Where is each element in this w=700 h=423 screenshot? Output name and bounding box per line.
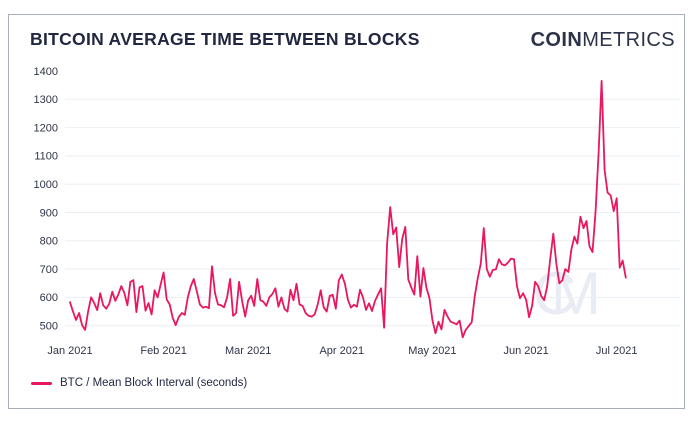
legend: BTC / Mean Block Interval (seconds) — [31, 377, 247, 389]
legend-line-swatch — [31, 381, 52, 385]
x-tick-label: Jul 2021 — [596, 345, 638, 357]
page-title: BITCOIN AVERAGE TIME BETWEEN BLOCKS — [30, 29, 420, 49]
series-line-0 — [69, 80, 627, 339]
y-tick-label: 1300 — [34, 94, 58, 106]
y-tick-label: 700 — [40, 264, 58, 276]
y-tick-label: 600 — [40, 292, 58, 304]
legend-label: BTC / Mean Block Interval (seconds) — [60, 377, 248, 389]
x-tick-label: Apr 2021 — [319, 345, 364, 357]
watermark-letter-m: M — [551, 260, 599, 327]
x-tick-label: May 2021 — [408, 345, 456, 357]
x-tick-label: Jun 2021 — [503, 345, 548, 357]
y-tick-label: 1400 — [34, 66, 58, 78]
y-tick-label: 500 — [40, 321, 58, 333]
y-tick-label: 1200 — [34, 122, 58, 134]
logo-metrics: METRICS — [582, 29, 675, 51]
x-tick-label: Feb 2021 — [140, 345, 186, 357]
y-tick-label: 1000 — [34, 179, 58, 191]
chart-card — [8, 14, 685, 409]
y-tick-label: 800 — [40, 236, 58, 248]
x-tick-label: Jan 2021 — [47, 345, 92, 357]
logo-coin: COIN — [530, 29, 583, 51]
x-tick-label: Mar 2021 — [225, 345, 271, 357]
coinmetrics-logo: COINMETRICS — [531, 29, 675, 52]
y-tick-label: 1100 — [34, 151, 58, 163]
y-tick-label: 900 — [40, 207, 58, 219]
